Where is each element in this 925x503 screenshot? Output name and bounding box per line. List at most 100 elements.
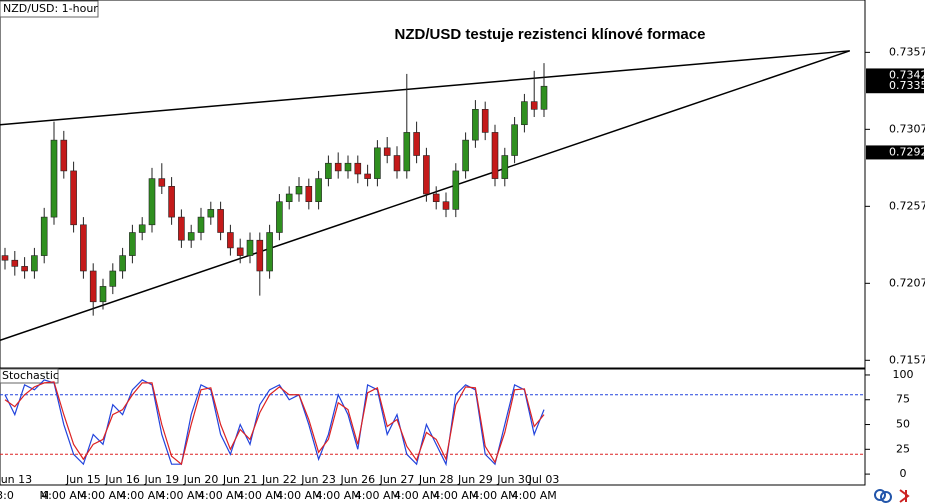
candle-body: [227, 232, 234, 249]
candle-body: [325, 162, 332, 179]
y-tick-label: 50: [896, 418, 910, 431]
y-tick-label: 0.7157: [889, 353, 925, 366]
candle-body: [178, 216, 185, 241]
x-sublabel: M: [39, 489, 49, 502]
candle-body: [432, 193, 440, 203]
x-sublabel: 4:00 AM: [237, 489, 282, 502]
x-sublabel: 4:00 AM: [394, 489, 439, 502]
candle-body: [236, 247, 244, 256]
candle-body: [383, 147, 391, 156]
x-sublabel: 4:00 AM: [355, 489, 400, 502]
candle-body: [364, 173, 371, 179]
candle-body: [501, 155, 509, 179]
candle-body: [70, 170, 77, 226]
link-icon[interactable]: [874, 489, 886, 501]
x-tick-label: Jun 28: [418, 473, 454, 486]
x-sublabel: 4:00 AM: [512, 489, 557, 502]
x-tick-label: Jun 26: [339, 473, 375, 486]
x-tick-label: Jun 16: [104, 473, 140, 486]
candle-body: [334, 162, 342, 172]
candle-body: [315, 178, 322, 203]
price-tag: 0.7292: [889, 145, 925, 158]
x-sublabel: 4:00 AM: [120, 489, 165, 502]
candle-body: [21, 266, 28, 272]
x-sublabel: 4:00 AM: [80, 489, 125, 502]
x-tick-label: Jun 30: [496, 473, 532, 486]
indicator-box: [0, 368, 59, 384]
candle-body: [491, 132, 499, 179]
candle-body: [109, 270, 117, 287]
price-tag-box: [866, 145, 924, 160]
x-sublabel: 4:00 AM: [276, 489, 321, 502]
candle-body: [344, 162, 352, 172]
candle-body: [99, 286, 107, 303]
main-panel: [0, 0, 866, 369]
price-tag: 0.7342: [889, 68, 925, 81]
x-sublabel: 4:00 AM: [159, 489, 204, 502]
candle-body: [1, 255, 9, 261]
y-tick-label: 0.7207: [889, 276, 925, 289]
x-sublabel: 4:00 AM: [198, 489, 243, 502]
candle-body: [305, 186, 313, 203]
x-tick-label: Jun 13: [0, 473, 32, 486]
x-tick-label: Jun 22: [261, 473, 297, 486]
y-tick-label: 100: [893, 368, 914, 381]
x-tick-label: Jun 29: [457, 473, 493, 486]
stochastic-panel: [0, 368, 866, 486]
candle-body: [148, 178, 156, 226]
candle-body: [530, 101, 538, 110]
stochastic-line: [4, 381, 545, 466]
candle-body: [413, 132, 420, 156]
trendline: [0, 50, 850, 126]
y-tick-label: 0.7307: [889, 122, 925, 135]
link-icon[interactable]: [880, 491, 892, 503]
x-tick-label: Jun 15: [65, 473, 101, 486]
chart-title: NZD/USD testuje rezistenci klínové forma…: [395, 26, 706, 43]
stochastic-line: [4, 379, 545, 467]
candle-body: [295, 186, 303, 195]
candle-body: [197, 216, 205, 233]
x-tick-label: Jun 27: [379, 473, 415, 486]
y-tick-label: 75: [896, 393, 910, 406]
x-sublabel: 4:00 AM: [433, 489, 478, 502]
candle-body: [89, 270, 97, 303]
x-sublabel: 4:00 AM: [41, 489, 86, 502]
toolbar-icons[interactable]: [874, 489, 910, 503]
y-tick-label: 0: [900, 467, 907, 480]
y-tick-label: 0.7357: [889, 45, 925, 58]
candle-body: [31, 255, 38, 272]
candle-body: [158, 178, 166, 187]
candle-body: [452, 170, 460, 210]
trendline: [0, 50, 851, 341]
candle-body: [354, 162, 362, 175]
x-tick-label: Jul 03: [528, 473, 560, 486]
candle-body: [50, 139, 58, 218]
x-tick-label: Jun 20: [183, 473, 219, 486]
candle-body: [119, 255, 126, 272]
x-tick-label: Jun 23: [300, 473, 336, 486]
candle-body: [217, 209, 224, 233]
x-tick-label: Jun 21: [222, 473, 258, 486]
candle-body: [40, 216, 48, 256]
candle-body: [256, 239, 264, 272]
candle-body: [540, 85, 548, 110]
x-sublabel: 4:00 AM: [472, 489, 517, 502]
y-tick-label: 25: [896, 442, 910, 455]
candle-body: [403, 132, 411, 172]
candle-body: [187, 232, 195, 241]
price-tag: 0.7335: [889, 79, 925, 92]
candle-body: [462, 139, 469, 172]
candle-body: [423, 155, 430, 195]
candle-body: [374, 147, 381, 179]
scroll-icon[interactable]: [899, 489, 910, 503]
price-tag-box: [866, 79, 924, 94]
candle-body: [60, 139, 68, 172]
header: NZD/USD: 1-hour: [3, 2, 98, 15]
candle-body: [168, 186, 175, 218]
candle-body: [129, 232, 136, 256]
price-tag-box: [866, 68, 924, 83]
candle-body: [246, 239, 254, 256]
candle-body: [472, 109, 479, 141]
